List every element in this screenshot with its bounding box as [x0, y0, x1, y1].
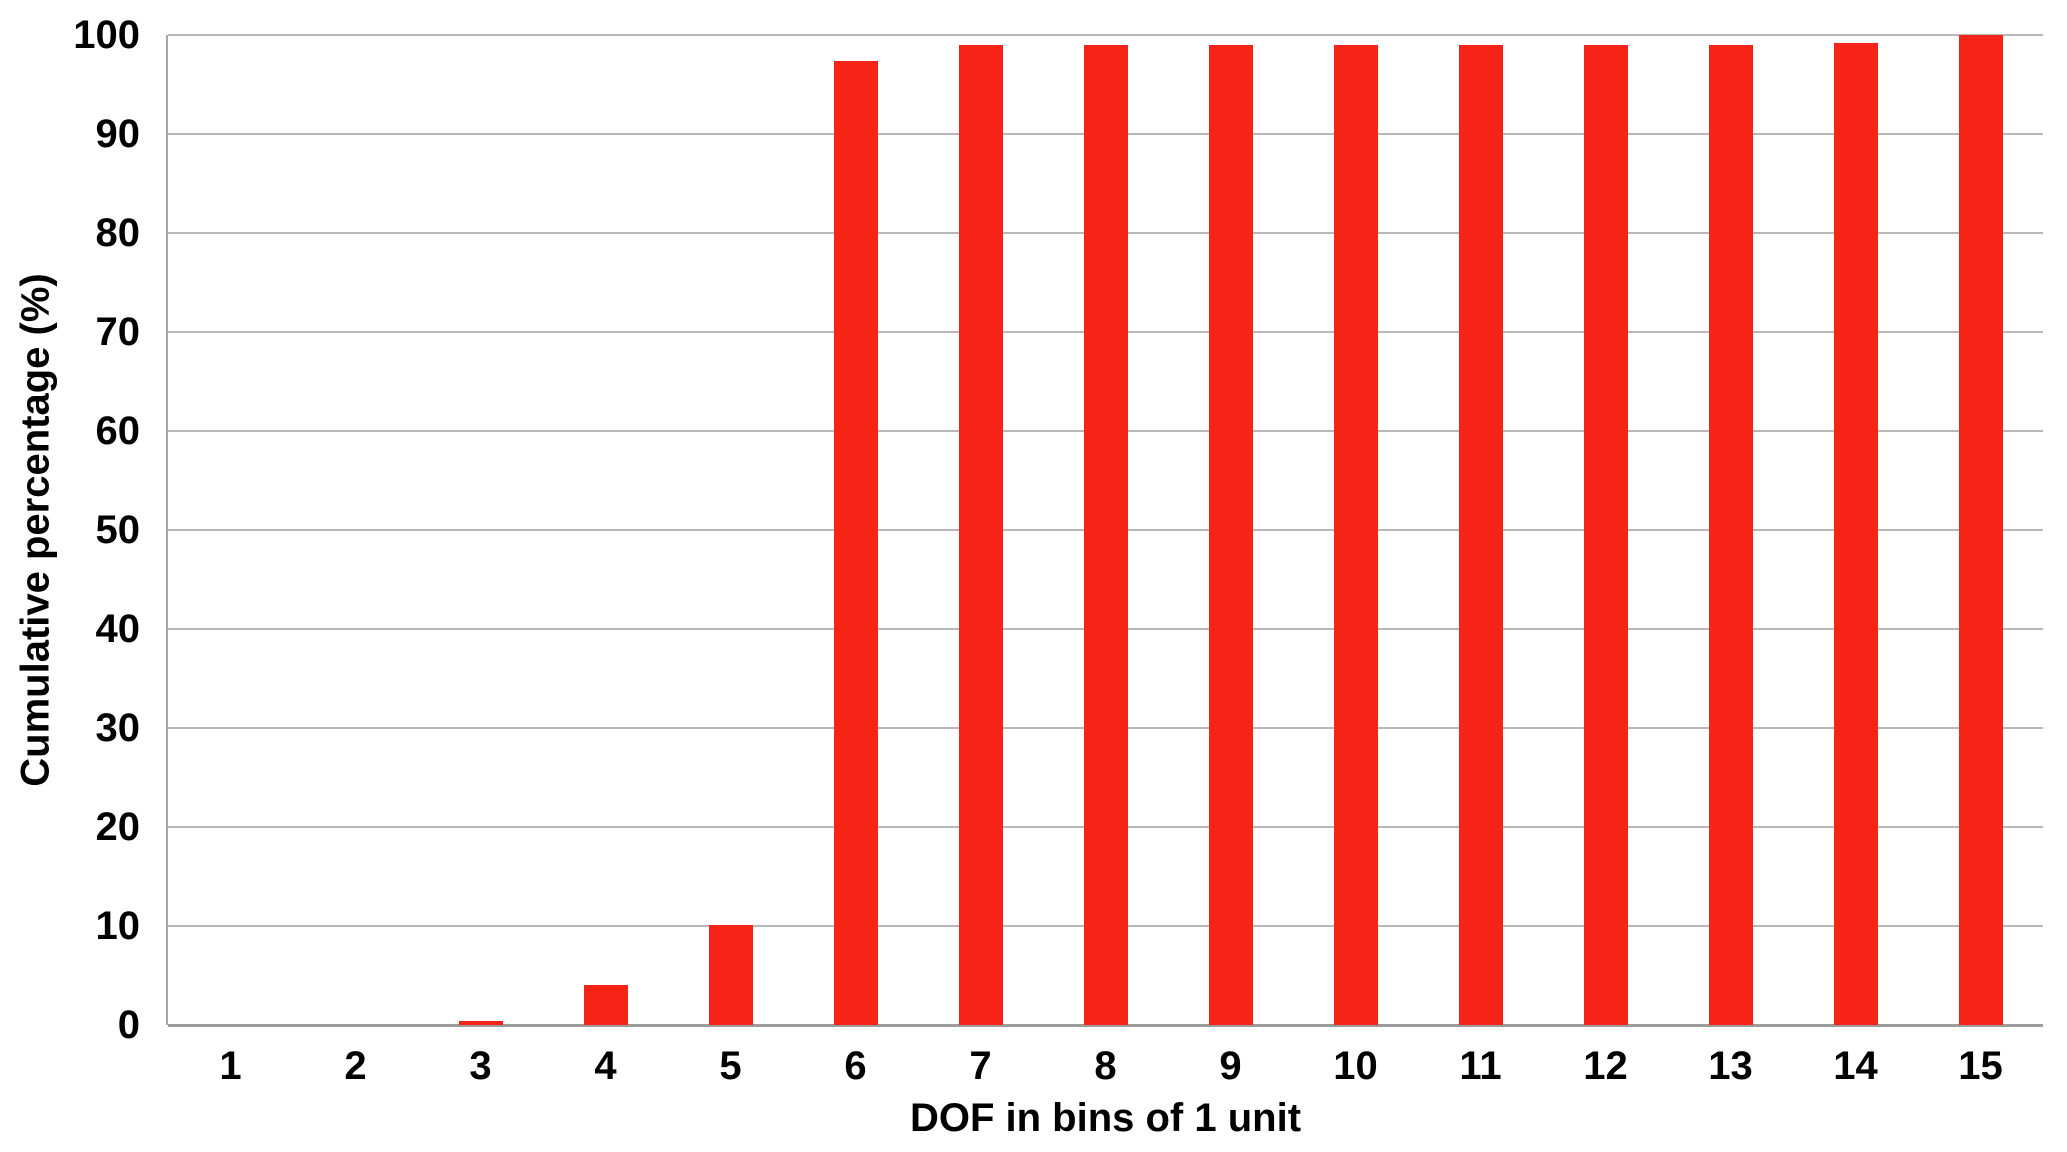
x-tick-label-7: 7 — [969, 1044, 992, 1088]
y-axis-line — [166, 35, 168, 1025]
bar-5 — [708, 925, 753, 1025]
y-tick-label-60: 60 — [95, 409, 141, 453]
y-tick-label-100: 100 — [73, 13, 140, 57]
y-tick-label-10: 10 — [95, 904, 141, 948]
y-tick-label-70: 70 — [95, 310, 141, 354]
y-tick-label-20: 20 — [95, 805, 141, 849]
y-tick-label-40: 40 — [95, 607, 141, 651]
y-tick-label-0: 0 — [117, 1003, 140, 1047]
x-tick-label-4: 4 — [594, 1044, 617, 1088]
bar-8 — [1083, 45, 1128, 1025]
x-tick-label-13: 13 — [1708, 1044, 1753, 1088]
x-tick-label-11: 11 — [1459, 1044, 1502, 1088]
bar-3 — [458, 1021, 503, 1025]
bar-11 — [1458, 45, 1503, 1025]
bar-6 — [833, 61, 878, 1025]
y-tick-label-90: 90 — [95, 112, 141, 156]
bar-4 — [583, 985, 628, 1025]
x-tick-label-14: 14 — [1833, 1044, 1878, 1088]
x-tick-label-3: 3 — [469, 1044, 492, 1088]
x-tick-label-10: 10 — [1333, 1044, 1378, 1088]
bar-10 — [1333, 45, 1378, 1025]
x-tick-label-12: 12 — [1583, 1044, 1628, 1088]
y-tick-label-30: 30 — [95, 706, 141, 750]
x-tick-label-1: 1 — [219, 1044, 242, 1088]
gridline-100 — [168, 34, 2043, 36]
x-tick-label-15: 15 — [1958, 1044, 2003, 1088]
x-tick-label-5: 5 — [719, 1044, 742, 1088]
x-tick-label-2: 2 — [344, 1044, 367, 1088]
gridline-0 — [168, 1024, 2043, 1027]
bar-13 — [1708, 45, 1753, 1025]
x-tick-label-6: 6 — [844, 1044, 867, 1088]
bar-12 — [1583, 45, 1628, 1025]
plot-area — [166, 34, 2043, 1027]
bar-7 — [958, 45, 1003, 1025]
bar-15 — [1958, 35, 2003, 1025]
bar-9 — [1208, 45, 1253, 1025]
x-tick-label-9: 9 — [1219, 1044, 1242, 1088]
x-tick-label-8: 8 — [1094, 1044, 1117, 1088]
y-tick-label-80: 80 — [95, 211, 141, 255]
x-axis-title: DOF in bins of 1 unit — [909, 1096, 1302, 1140]
y-tick-label-50: 50 — [95, 508, 141, 552]
bar-14 — [1833, 43, 1878, 1025]
